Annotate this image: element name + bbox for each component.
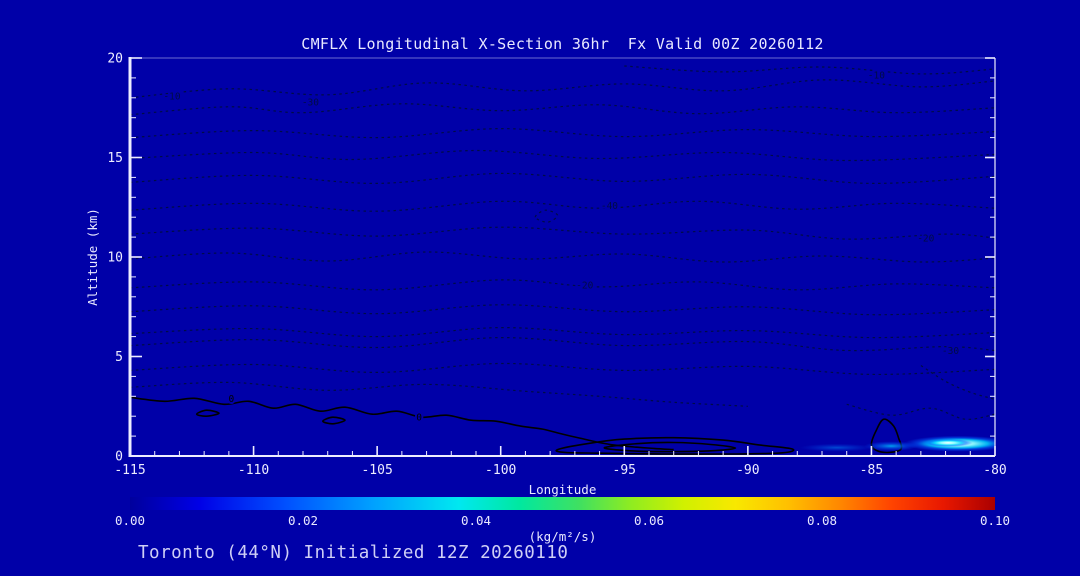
dashed-contour-line (130, 200, 995, 212)
contour-label: -10 (868, 70, 885, 81)
dashed-contour-line (130, 172, 995, 185)
dashed-contour-line (130, 149, 995, 162)
flux-hotspot (923, 438, 973, 447)
colorbar-tick-label: 0.04 (460, 513, 492, 528)
colorbar-tick-labels: 0.00 0.02 0.04 0.06 0.08 0.10 (115, 513, 1010, 528)
contour-label: -20 (576, 280, 593, 291)
colorbar-tick-label: 0.02 (287, 513, 319, 528)
dashed-contour-line (130, 226, 995, 240)
colorbar-tick-label: 0.08 (806, 513, 838, 528)
x-tick-label: -80 (983, 463, 1006, 478)
y-tick-label: 5 (115, 350, 123, 365)
dashed-contour-line (130, 103, 995, 116)
dashed-contour-line (130, 362, 995, 376)
x-tick-label: -115 (114, 463, 145, 478)
dashed-contour-line (130, 381, 748, 407)
contour-label: -30 (942, 346, 959, 357)
y-tick-label: 20 (107, 52, 123, 67)
axes (128, 57, 996, 457)
x-axis-title: Longitude (528, 482, 597, 497)
contour-label: -40 (601, 201, 618, 212)
contour-layer: -10 -30 -10 -40 -20 -20 -30 0 0 (130, 65, 995, 455)
contour-label: -30 (302, 97, 319, 108)
init-info-text: Toronto (44°N) Initialized 12Z 20260110 (138, 543, 569, 563)
chart-title: CMFLX Longitudinal X-Section 36hr Fx Val… (301, 35, 824, 53)
solid-contour-line (870, 418, 903, 454)
dashed-contour-line (624, 65, 995, 75)
flux-hotspot (799, 443, 874, 452)
x-tick-label: -105 (361, 463, 392, 478)
x-tick-label: -90 (736, 463, 759, 478)
dashed-contour-line (130, 79, 995, 99)
dashed-contour-line (130, 127, 995, 139)
colorbar-gradient (130, 497, 995, 510)
dashed-contour-line (130, 326, 995, 339)
solid-contour-line (321, 416, 346, 425)
dashed-contour-line (846, 403, 995, 420)
colorbar-tick-label: 0.00 (114, 513, 146, 528)
y-tick-label: 10 (107, 251, 123, 266)
dashed-contour-line (534, 209, 559, 223)
x-tick-label: -100 (485, 463, 516, 478)
dashed-contour-line (920, 364, 995, 400)
contour-label: -10 (163, 91, 180, 102)
colorbar-tick-label: 0.10 (979, 513, 1011, 528)
dashed-contour-line (130, 336, 995, 352)
y-tick-label: 0 (115, 450, 123, 465)
contour-label: -20 (917, 234, 934, 245)
colorbar-unit-label: (kg/m²/s) (528, 529, 597, 544)
dashed-contour-line (130, 304, 995, 316)
y-tick-label: 15 (107, 151, 123, 166)
dashed-contour-line (130, 279, 995, 291)
solid-contour-line (195, 409, 220, 418)
x-tick-label: -110 (238, 463, 269, 478)
contour-label: 0 (228, 394, 234, 405)
contour-label: 0 (416, 413, 422, 424)
flux-hotspot (864, 441, 919, 451)
x-tick-label: -85 (860, 463, 883, 478)
solid-contour-line (603, 441, 737, 453)
colorbar-tick-label: 0.06 (633, 513, 665, 528)
x-tick-label: -95 (613, 463, 636, 478)
